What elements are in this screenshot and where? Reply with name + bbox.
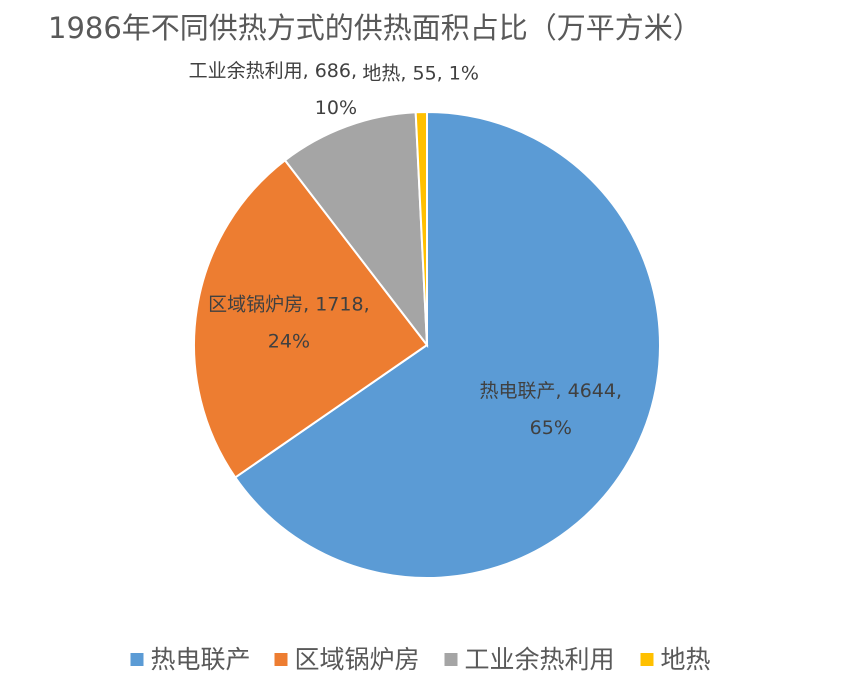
data-label: 24% bbox=[268, 330, 310, 352]
data-label: 65% bbox=[530, 417, 572, 439]
legend-swatch bbox=[130, 653, 144, 666]
pie-slice bbox=[193, 158, 429, 479]
data-label: 地热, 55, 1% bbox=[362, 63, 478, 85]
legend-swatch bbox=[274, 653, 288, 666]
legend-label: 区域锅炉房 bbox=[295, 645, 420, 674]
legend-swatch bbox=[640, 653, 654, 666]
pie-slice bbox=[233, 110, 661, 579]
data-label: 工业余热利用, 686, bbox=[189, 60, 357, 82]
legend-label: 热电联产 bbox=[151, 645, 251, 674]
chart-title: 1986年不同供热方式的供热面积占比（万平方米） bbox=[48, 11, 702, 45]
data-label: 10% bbox=[315, 97, 357, 119]
pie-slice bbox=[414, 110, 428, 346]
legend-label: 地热 bbox=[661, 645, 711, 674]
pie-slice bbox=[283, 111, 429, 349]
data-label: 区域锅炉房, 1718, bbox=[208, 293, 369, 315]
legend-label: 工业余热利用 bbox=[465, 645, 615, 674]
legend-swatch bbox=[444, 653, 458, 666]
data-label: 热电联产, 4644, bbox=[480, 380, 622, 402]
